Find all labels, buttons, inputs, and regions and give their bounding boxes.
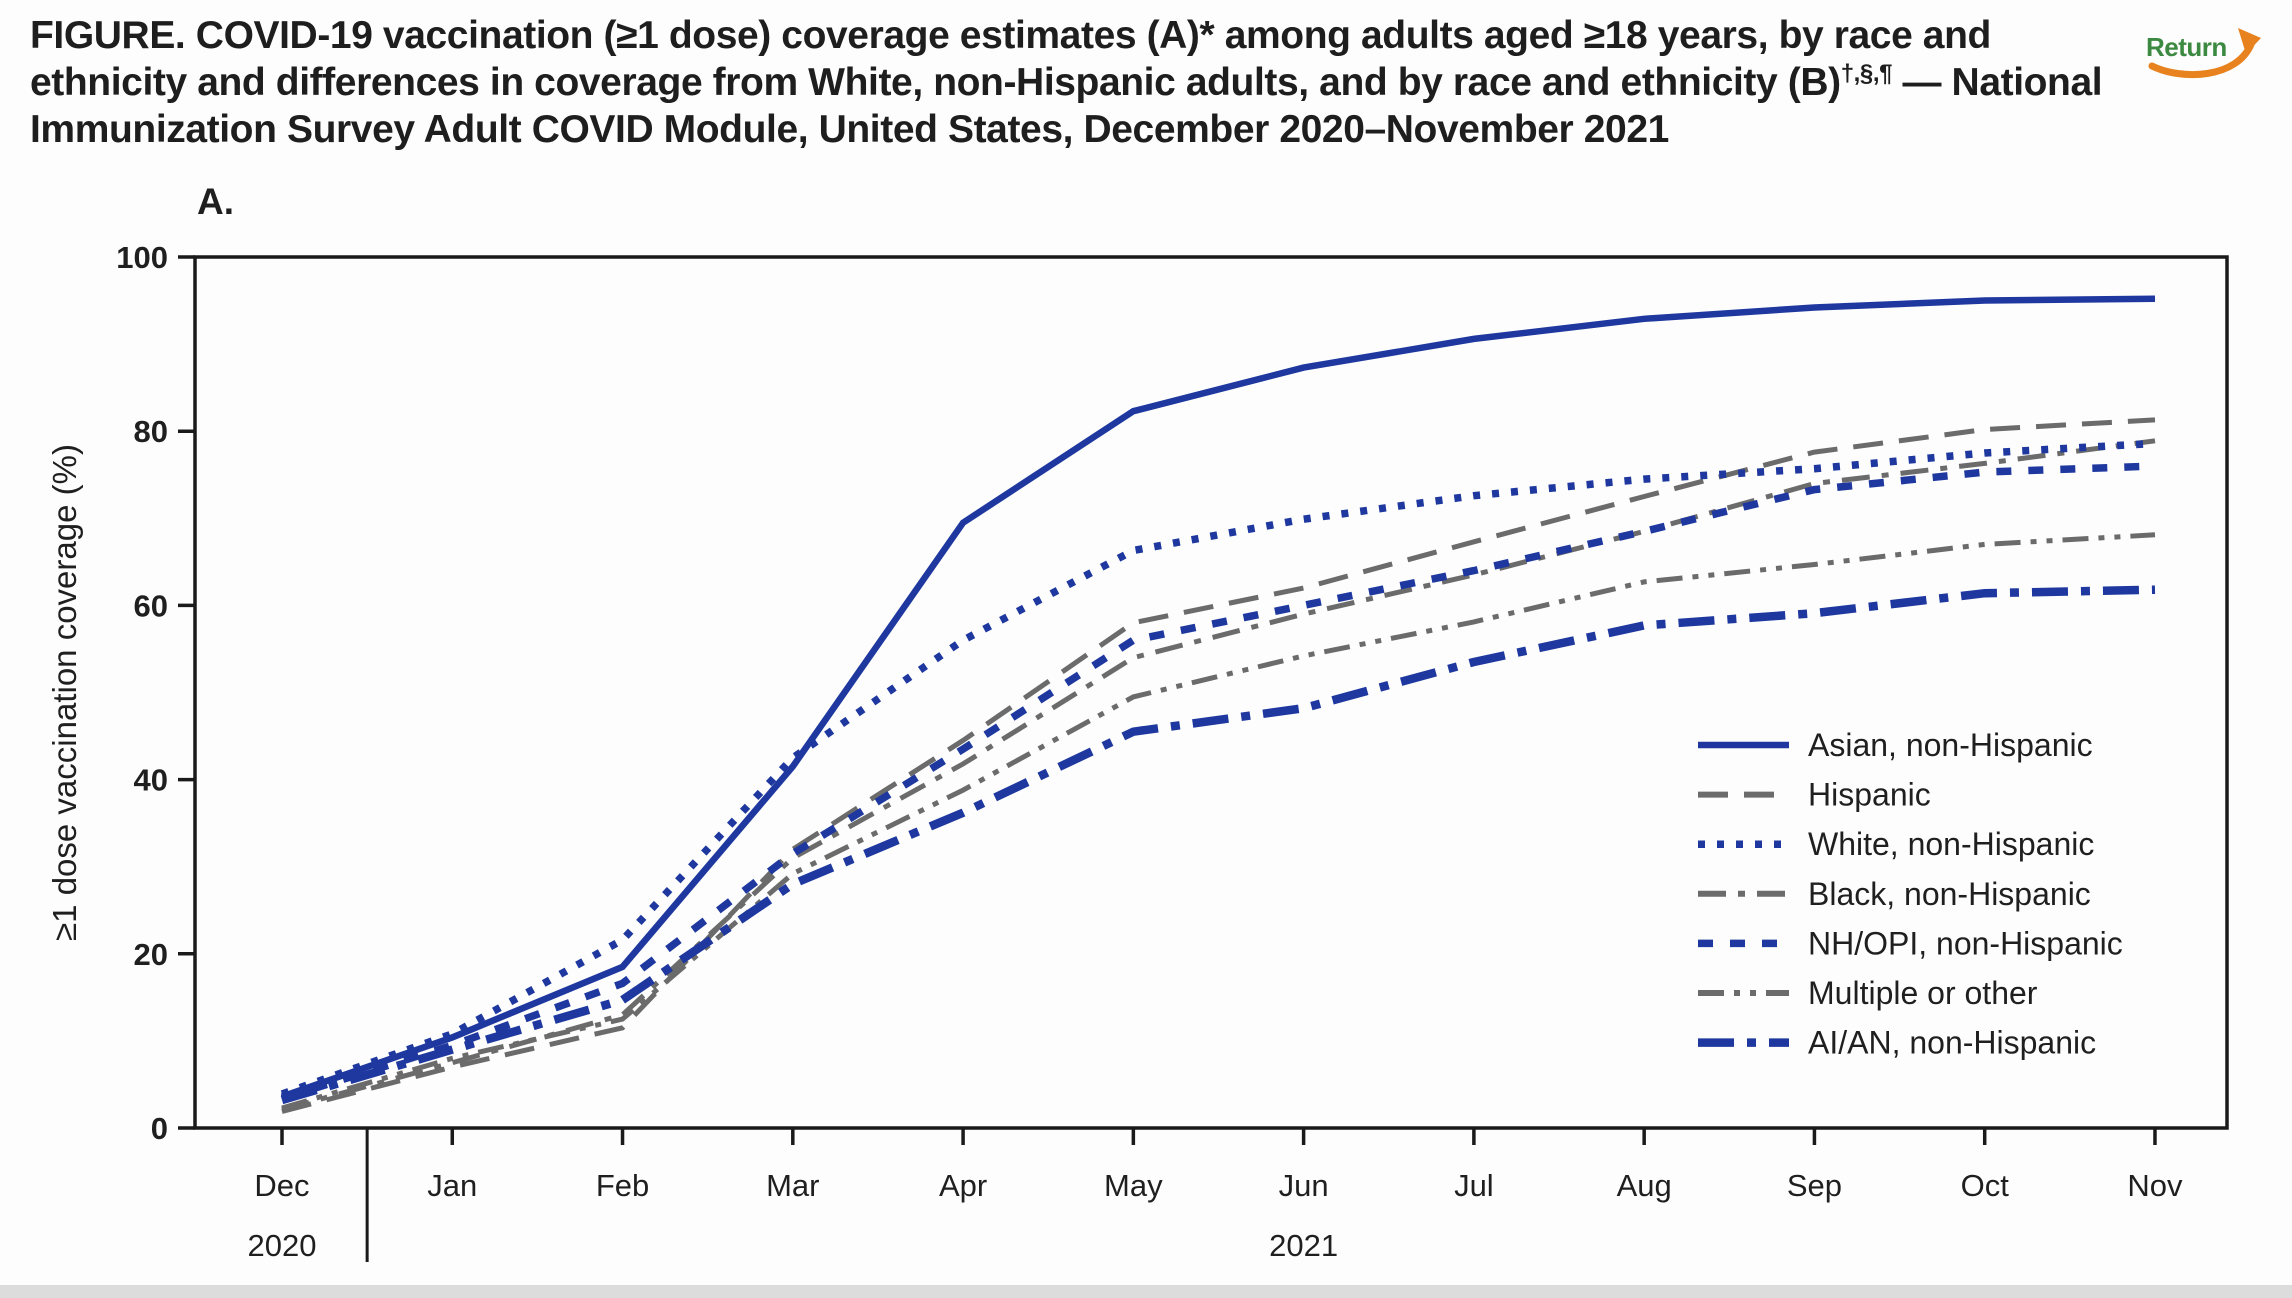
figure-title-superscript: †,§,¶ [1840,60,1893,87]
x-tick-label: Aug [1617,1168,1672,1203]
y-tick-label: 20 [134,937,168,972]
legend-label: Multiple or other [1808,975,2038,1011]
series-line-3 [280,439,2156,1098]
x-tick-label: Dec [254,1168,309,1203]
series-line-4 [281,438,2156,1113]
y-tick-label: 60 [134,588,168,623]
return-button-label: Return [2146,32,2227,62]
x-tick-label: Feb [596,1168,649,1203]
x-tick-label: Jan [427,1168,477,1203]
y-tick-label: 80 [134,414,168,449]
y-tick-label: 0 [151,1111,168,1146]
legend-label: NH/OPI, non-Hispanic [1808,925,2123,961]
series-line-7 [280,585,2156,1105]
x-tick-label: Jul [1454,1168,1494,1203]
return-button[interactable]: Return [2146,16,2274,86]
x-tick-label: Oct [1961,1168,2010,1203]
series-line-5 [280,462,2156,1102]
x-tick-label: Jun [1279,1168,1329,1203]
x-tick-label: May [1104,1168,1163,1203]
y-axis-title: ≥1 dose vaccination coverage (%) [46,444,83,941]
y-tick-label: 100 [116,240,168,275]
legend-label: AI/AN, non-Hispanic [1808,1025,2096,1061]
legend-label: White, non-Hispanic [1808,826,2094,862]
return-arrow-icon [2148,28,2261,78]
legend-label: Black, non-Hispanic [1808,876,2091,912]
figure-title-tail: — National Immunization Survey Adult COV… [30,61,2103,151]
legend-label: Hispanic [1808,777,1931,813]
legend-label: Asian, non-Hispanic [1808,727,2093,763]
year-label: 2020 [248,1228,317,1263]
figure-title: FIGURE. COVID-19 vaccination (≥1 dose) c… [30,12,2148,153]
plot-frame [193,255,2229,1130]
x-tick-label: Mar [766,1168,819,1203]
y-tick-label: 40 [134,763,168,798]
x-tick-label: Nov [2127,1168,2183,1203]
x-tick-label: Sep [1787,1168,1842,1203]
year-label: 2021 [1269,1228,1338,1263]
panel-label: A. [197,181,234,222]
page-bottom-strip [0,1285,2292,1298]
figure-title-main: FIGURE. COVID-19 vaccination (≥1 dose) c… [30,14,1991,104]
x-tick-label: Apr [939,1168,987,1203]
series-line-1 [280,295,2156,1100]
